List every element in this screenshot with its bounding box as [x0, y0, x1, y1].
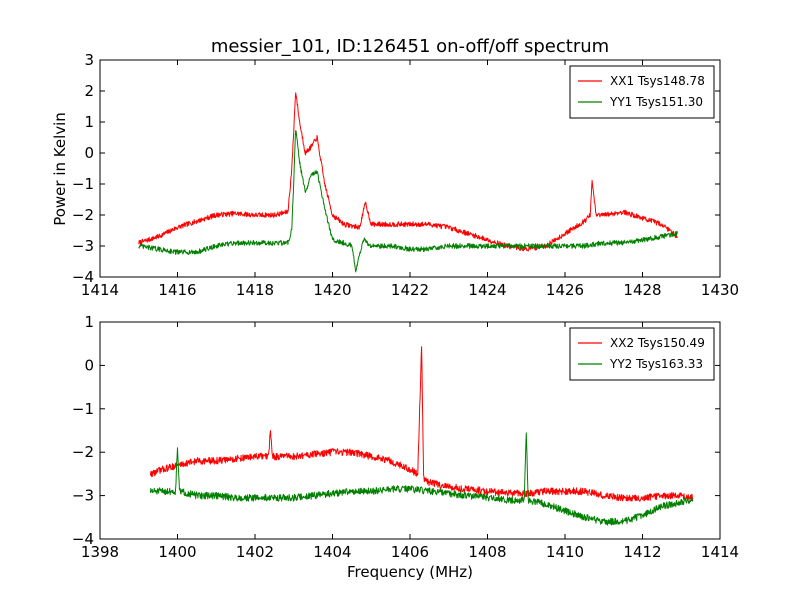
legend: XX2 Tsys150.49 YY2 Tsys163.33 [569, 327, 715, 381]
y-axis-label: Power in Kelvin [51, 112, 69, 226]
y-tick-label: 0 [84, 356, 94, 374]
legend: XX1 Tsys148.78 YY1 Tsys151.30 [569, 65, 715, 119]
y-tick-label: 1 [84, 313, 94, 331]
x-tick-label: 1422 [391, 281, 429, 299]
y-tick-label: −1 [72, 175, 94, 193]
x-tick-label: 1410 [546, 543, 584, 561]
legend-label: XX1 Tsys148.78 [610, 74, 705, 88]
series-line-yy2 [149, 432, 694, 526]
x-tick-label: 1426 [546, 281, 584, 299]
y-tick-label: −4 [72, 268, 94, 286]
x-tick-label: 1398 [81, 543, 119, 561]
series-line-xx1 [138, 92, 678, 252]
x-tick-label: 1424 [468, 281, 506, 299]
y-tick-label: 3 [84, 51, 94, 69]
x-tick-label: 1420 [313, 281, 351, 299]
legend-box [569, 327, 715, 381]
top-spectrum-panel: 1414 1416 1418 1420 1422 1424 1426 1428 1430 −4 −3… [72, 51, 739, 299]
legend-label: XX2 Tsys150.49 [610, 336, 705, 350]
series-line-xx2 [149, 346, 694, 502]
y-tick-label: −3 [72, 487, 94, 505]
x-tick-label: 1412 [623, 543, 661, 561]
x-tick-label: 1414 [81, 281, 119, 299]
legend-box [569, 65, 715, 119]
y-tick-label: −3 [72, 237, 94, 255]
y-tick-label: 2 [84, 82, 94, 100]
legend-label: YY2 Tsys163.33 [609, 357, 703, 371]
x-tick-label: 1404 [313, 543, 351, 561]
x-axis-label: Frequency (MHz) [347, 563, 473, 581]
y-tick-label: −2 [72, 443, 94, 461]
y-tick-label: 0 [84, 144, 94, 162]
y-tick-label: −1 [72, 400, 94, 418]
y-tick-label: 1 [84, 113, 94, 131]
x-tick-label: 1418 [236, 281, 274, 299]
chart-title: messier_101, ID:126451 on-off/off spectr… [211, 36, 609, 57]
x-tick-label: 1416 [158, 281, 196, 299]
x-tick-label: 1406 [391, 543, 429, 561]
x-tick-label: 1402 [236, 543, 274, 561]
bottom-spectrum-panel: 1398 1400 1402 1404 1406 1408 1410 1412 1414 −4 −3… [72, 313, 739, 561]
series-line-yy1 [138, 130, 678, 273]
x-tick-label: 1400 [158, 543, 196, 561]
x-tick-label: 1408 [468, 543, 506, 561]
legend-label: YY1 Tsys151.30 [609, 95, 703, 109]
x-tick-label: 1414 [701, 543, 739, 561]
x-tick-label: 1430 [701, 281, 739, 299]
y-tick-label: −2 [72, 206, 94, 224]
x-tick-label: 1428 [623, 281, 661, 299]
y-tick-label: −4 [72, 530, 94, 548]
